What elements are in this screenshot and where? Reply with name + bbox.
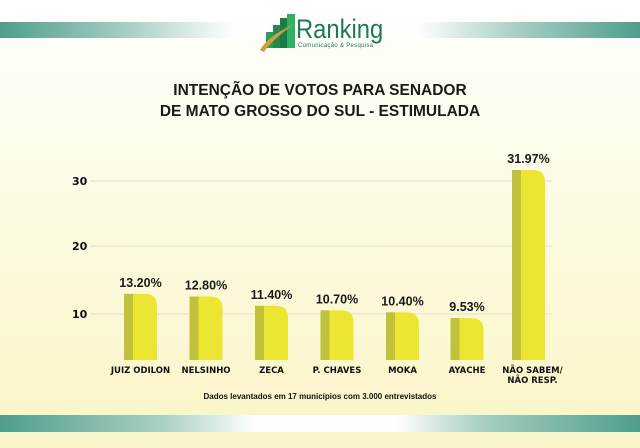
logo-subtitle: Comunicação & Pesquisa <box>298 43 374 49</box>
bar-shade <box>450 318 460 360</box>
y-tick-label: 20 <box>72 240 88 253</box>
ranking-logo: Ranking Comunicação & Pesquisa <box>258 12 388 54</box>
chart-title-line2: DE MATO GROSSO DO SUL - ESTIMULADA <box>159 103 481 120</box>
bar-shade <box>386 312 395 360</box>
y-tick-label: 10 <box>72 308 88 321</box>
logo-name: Ranking <box>296 14 384 44</box>
bar-shade <box>189 296 199 360</box>
bar-value-label: 10.40% <box>381 294 423 308</box>
footer-note: Dados levantados em 17 municípios com 3.… <box>203 392 437 401</box>
bar-shade <box>124 293 133 360</box>
category-label: JUIZ ODILON <box>110 366 170 376</box>
chart-title: INTENÇÃO DE VOTOS PARA SENADOR DE MATO G… <box>0 80 640 122</box>
bar-value-label: 31.97% <box>507 152 549 166</box>
bar-value-label: 12.80% <box>185 279 227 293</box>
bar-value-label: 11.40% <box>251 288 293 302</box>
category-label: NÃO SABEM/ <box>502 365 563 376</box>
category-label: NÃO RESP. <box>507 375 557 386</box>
bar-shade <box>512 169 521 360</box>
header-band-right <box>415 22 640 38</box>
footer-band <box>0 415 640 432</box>
y-tick-label: 30 <box>72 175 88 188</box>
bar-shade <box>255 305 264 360</box>
bar-value-label: 10.70% <box>316 292 358 306</box>
category-label: P. CHAVES <box>313 366 362 376</box>
category-label: MOKA <box>388 366 417 376</box>
bar-value-label: 9.53% <box>449 300 484 314</box>
category-label: NELSINHO <box>181 366 230 376</box>
category-label: ZECA <box>259 366 284 376</box>
category-label: AYACHE <box>449 366 486 376</box>
bar-value-label: 13.20% <box>119 276 161 290</box>
header-band-left <box>0 22 235 38</box>
logo-bars-icon <box>260 14 295 52</box>
chart-title-line1: INTENÇÃO DE VOTOS PARA SENADOR <box>173 82 467 99</box>
bar-shade <box>320 310 330 360</box>
